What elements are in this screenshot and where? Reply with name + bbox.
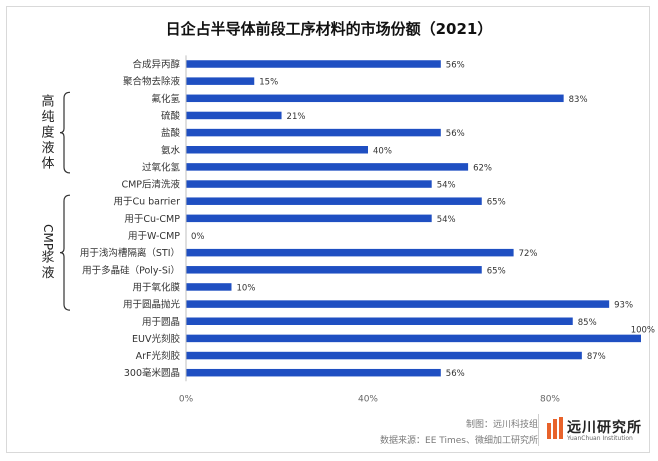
bar: [186, 214, 432, 223]
bar: [186, 351, 582, 360]
x-tick-label: 80%: [540, 394, 560, 404]
bar: [186, 128, 441, 137]
data-label: 15%: [259, 78, 278, 88]
data-label: 21%: [287, 112, 306, 122]
chart-title: 日企占半导体前段工序材料的市场份额（2021）: [165, 20, 493, 38]
data-label: 56%: [446, 61, 465, 71]
x-tick-label: 0%: [179, 394, 194, 404]
bar: [186, 248, 514, 257]
category-label: 用于多晶硅（Poly-Si）: [82, 264, 180, 276]
bar: [186, 94, 564, 103]
bar: [186, 146, 368, 154]
category-label: 氟化氢: [151, 93, 180, 105]
group-bracket: [59, 91, 71, 174]
category-label: 用于浅沟槽隔离（STI）: [80, 247, 180, 259]
data-label: 0%: [191, 232, 205, 242]
data-label: 83%: [569, 95, 588, 105]
data-label: 40%: [373, 146, 392, 156]
category-label: 硫酸: [161, 110, 181, 122]
data-label: 100%: [631, 325, 655, 335]
brand-logo-icon: [547, 417, 563, 439]
bar: [186, 163, 469, 171]
category-label: 用于圆晶: [142, 317, 180, 328]
group-bracket: [59, 194, 71, 311]
group-label-latin: CMP: [41, 224, 55, 250]
category-label: 用于圆晶抛光: [123, 299, 181, 311]
data-label: 56%: [446, 129, 465, 139]
data-label: 10%: [237, 283, 256, 293]
category-label: 合成异丙醇: [132, 59, 180, 71]
category-label: 聚合物去除液: [123, 76, 181, 88]
bar: [186, 317, 573, 325]
data-label: 85%: [578, 318, 597, 328]
data-label: 54%: [437, 181, 456, 191]
category-label: EUV光刻胶: [132, 333, 180, 345]
x-tick-label: 40%: [358, 394, 378, 404]
chart-frame: [6, 6, 650, 453]
group-label: 浆液: [41, 251, 54, 282]
data-label: 72%: [519, 249, 538, 259]
bar: [186, 180, 432, 188]
category-label: 用于氧化膜: [132, 281, 180, 293]
data-label: 93%: [614, 301, 633, 311]
category-label: 用于Cu-CMP: [124, 214, 180, 225]
bar: [186, 77, 255, 85]
data-label: 54%: [437, 215, 456, 225]
brand-name-en: YuanChuan Institution: [567, 435, 633, 442]
bar: [186, 197, 482, 205]
footer-divider: [538, 414, 539, 446]
bar: [186, 60, 441, 68]
bar: [186, 368, 441, 377]
category-label: 用于Cu barrier: [113, 197, 180, 208]
data-label: 65%: [487, 266, 506, 276]
bar: [186, 300, 610, 308]
data-label: 62%: [473, 163, 492, 173]
source-text: 数据来源：EE Times、微细加工研究所: [380, 436, 538, 446]
category-label: 用于W-CMP: [128, 231, 180, 242]
data-label: 56%: [446, 369, 465, 379]
category-label: 盐酸: [161, 127, 181, 139]
credit-text: 制图：远川科技组: [465, 420, 538, 430]
bar: [186, 283, 232, 291]
bar: [186, 266, 482, 274]
category-label: 氨水: [161, 144, 181, 156]
group-label: 高纯度液体: [41, 94, 54, 172]
bar: [186, 334, 641, 343]
brand-name: 远川研究所: [567, 420, 642, 436]
data-label: 65%: [487, 198, 506, 208]
category-label: 过氧化氢: [142, 161, 181, 173]
category-label: 300毫米圆晶: [124, 367, 180, 379]
bar: [186, 111, 282, 120]
category-label: CMP后清洗液: [121, 179, 180, 191]
category-label: ArF光刻胶: [136, 350, 181, 362]
data-label: 87%: [587, 352, 606, 362]
